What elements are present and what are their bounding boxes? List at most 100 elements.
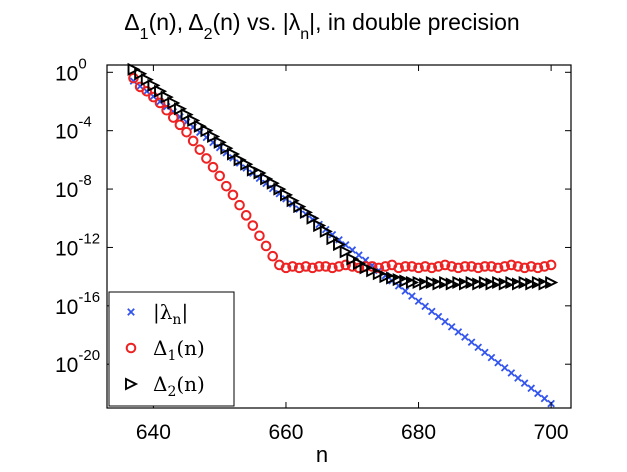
data-point xyxy=(545,259,557,271)
data-point xyxy=(273,182,287,196)
data-point xyxy=(472,262,484,274)
data-point xyxy=(399,261,411,272)
data-point xyxy=(227,189,239,201)
data-point xyxy=(174,119,186,131)
data-point xyxy=(520,379,529,387)
data-point xyxy=(380,261,391,272)
legend-marker xyxy=(125,342,137,354)
data-point xyxy=(498,277,512,291)
data-point xyxy=(540,394,549,403)
data-point xyxy=(247,220,259,231)
x-tick-label: 680 xyxy=(401,421,436,444)
data-point xyxy=(512,261,524,272)
data-point xyxy=(486,261,497,272)
data-point xyxy=(341,241,350,249)
y-tick-label: 10-20 xyxy=(55,347,100,377)
data-point xyxy=(507,369,516,377)
data-point xyxy=(207,129,221,144)
title-part: 2 xyxy=(204,26,213,43)
data-point xyxy=(393,262,404,274)
data-point xyxy=(467,338,476,347)
data-point xyxy=(221,180,232,192)
data-point xyxy=(207,161,219,173)
data-point xyxy=(161,104,172,116)
data-point xyxy=(187,113,201,128)
data-point xyxy=(233,153,247,167)
data-point xyxy=(485,277,499,291)
data-point xyxy=(201,153,212,164)
data-point xyxy=(154,97,166,109)
series-2 xyxy=(127,62,559,291)
x-axis: 640 660 680 700 xyxy=(136,65,569,444)
data-point xyxy=(439,259,451,271)
data-point xyxy=(366,264,380,278)
data-point xyxy=(266,176,280,190)
y-tick-label: 10-16 xyxy=(55,289,100,319)
data-point xyxy=(519,262,530,274)
data-point xyxy=(167,112,179,123)
data-point xyxy=(525,277,539,291)
data-point xyxy=(500,363,509,372)
data-point xyxy=(421,302,430,311)
data-point xyxy=(478,275,492,290)
data-point xyxy=(534,389,542,398)
data-point xyxy=(427,307,436,316)
x-tick-label: 640 xyxy=(136,421,171,444)
data-point xyxy=(454,328,463,336)
legend-marker xyxy=(127,308,135,316)
data-point xyxy=(408,292,416,300)
data-point xyxy=(226,147,241,161)
data-point xyxy=(406,261,418,272)
data-point xyxy=(173,102,188,116)
data-point xyxy=(487,353,496,362)
data-point xyxy=(539,261,550,272)
data-point xyxy=(359,261,373,275)
data-point xyxy=(538,277,552,291)
data-point xyxy=(419,261,431,272)
data-point xyxy=(413,262,424,274)
title-part: (n), Δ xyxy=(149,9,204,35)
data-point xyxy=(452,275,466,290)
y-tick-label: 10-8 xyxy=(55,172,92,202)
data-point xyxy=(512,277,526,291)
data-point xyxy=(254,230,265,242)
data-point xyxy=(319,224,333,238)
data-point xyxy=(140,73,154,87)
legend-label: Δ1(n) xyxy=(153,336,205,364)
data-point xyxy=(494,358,502,367)
data-point xyxy=(187,135,199,147)
data-point xyxy=(287,261,298,272)
data-point xyxy=(280,188,294,202)
data-point xyxy=(527,384,536,393)
legend-label: |λn| xyxy=(153,300,188,328)
data-point xyxy=(479,261,491,272)
plot-frame xyxy=(106,64,572,409)
data-point xyxy=(414,297,423,306)
data-point xyxy=(434,312,443,321)
data-point xyxy=(346,252,360,266)
data-point xyxy=(194,144,206,155)
title-part: 1 xyxy=(140,26,149,43)
data-point xyxy=(480,348,489,357)
data-point xyxy=(458,277,473,291)
data-point xyxy=(193,119,207,133)
data-point xyxy=(160,90,174,104)
data-point xyxy=(439,275,453,290)
data-point xyxy=(419,277,433,291)
data-point xyxy=(154,84,168,98)
data-point xyxy=(313,261,325,272)
data-point xyxy=(505,275,519,290)
y-tick-label: 10-4 xyxy=(55,114,92,144)
data-point xyxy=(492,262,504,274)
data-point xyxy=(474,343,483,352)
data-point xyxy=(459,261,471,272)
data-point xyxy=(246,163,260,177)
data-point xyxy=(260,172,274,186)
data-point xyxy=(333,261,345,272)
data-point xyxy=(333,237,347,252)
data-point xyxy=(441,317,449,326)
data-point xyxy=(293,200,307,214)
y-tick-label: 100 xyxy=(55,55,87,85)
data-point xyxy=(213,135,227,149)
legend-marker xyxy=(125,377,139,391)
